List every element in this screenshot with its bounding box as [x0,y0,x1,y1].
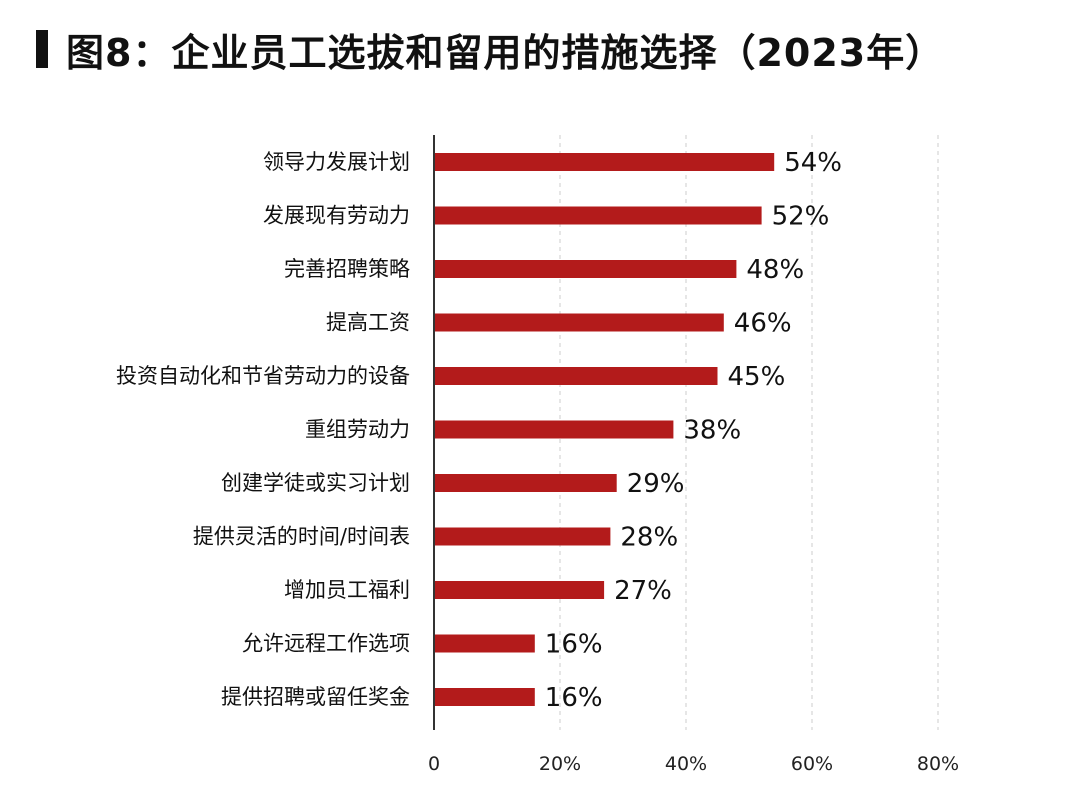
data-label: 16% [545,683,603,713]
data-label: 48% [746,255,804,285]
data-label: 52% [772,202,830,232]
bar [434,634,535,653]
data-label: 16% [545,630,603,660]
category-label: 提供灵活的时间/时间表 [193,525,410,549]
x-tick-label: 20% [539,753,581,775]
category-label: 发展现有劳动力 [263,204,410,228]
data-label: 28% [620,523,678,553]
x-tick-label: 0 [428,753,440,775]
category-label: 完善招聘策略 [284,257,410,281]
data-label: 38% [683,416,741,446]
bar [434,527,611,546]
bar [434,313,724,332]
data-label: 27% [614,576,672,606]
value-labels: 54% 52% 48% 46% 45% 38% 29% 28% 27% 16% 16% [545,148,842,713]
bar [434,367,718,385]
category-label: 投资自动化和节省劳动力的设备 [116,364,410,388]
category-label: 允许远程工作选项 [242,632,410,656]
data-label: 46% [734,309,792,339]
x-tick-labels: 0 20% 40% 60% 80% [428,753,959,775]
bar [434,474,617,492]
title-accent-bar [36,30,48,68]
x-tick-label: 80% [917,753,959,775]
category-labels: 领导力发展计划发展现有劳动力完善招聘策略提高工资投资自动化和节省劳动力的设备重组… [116,150,410,709]
category-label: 提供招聘或留任奖金 [221,685,410,709]
bar [434,206,762,225]
data-label: 29% [627,469,685,499]
bars [434,153,775,706]
category-label: 重组劳动力 [305,418,410,442]
category-label: 增加员工福利 [284,578,410,602]
category-label: 领导力发展计划 [263,150,410,174]
bar [434,688,535,706]
category-label: 创建学徒或实习计划 [221,471,410,495]
bar [434,153,775,171]
x-tick-label: 60% [791,753,833,775]
data-label: 54% [784,148,842,178]
data-label: 45% [728,362,786,392]
category-label: 提高工资 [326,311,410,335]
bar [434,420,674,439]
chart-title: 图8：企业员工选拔和留用的措施选择（2023年） [66,31,945,75]
bar [434,260,737,278]
x-tick-label: 40% [665,753,707,775]
bar [434,581,605,599]
